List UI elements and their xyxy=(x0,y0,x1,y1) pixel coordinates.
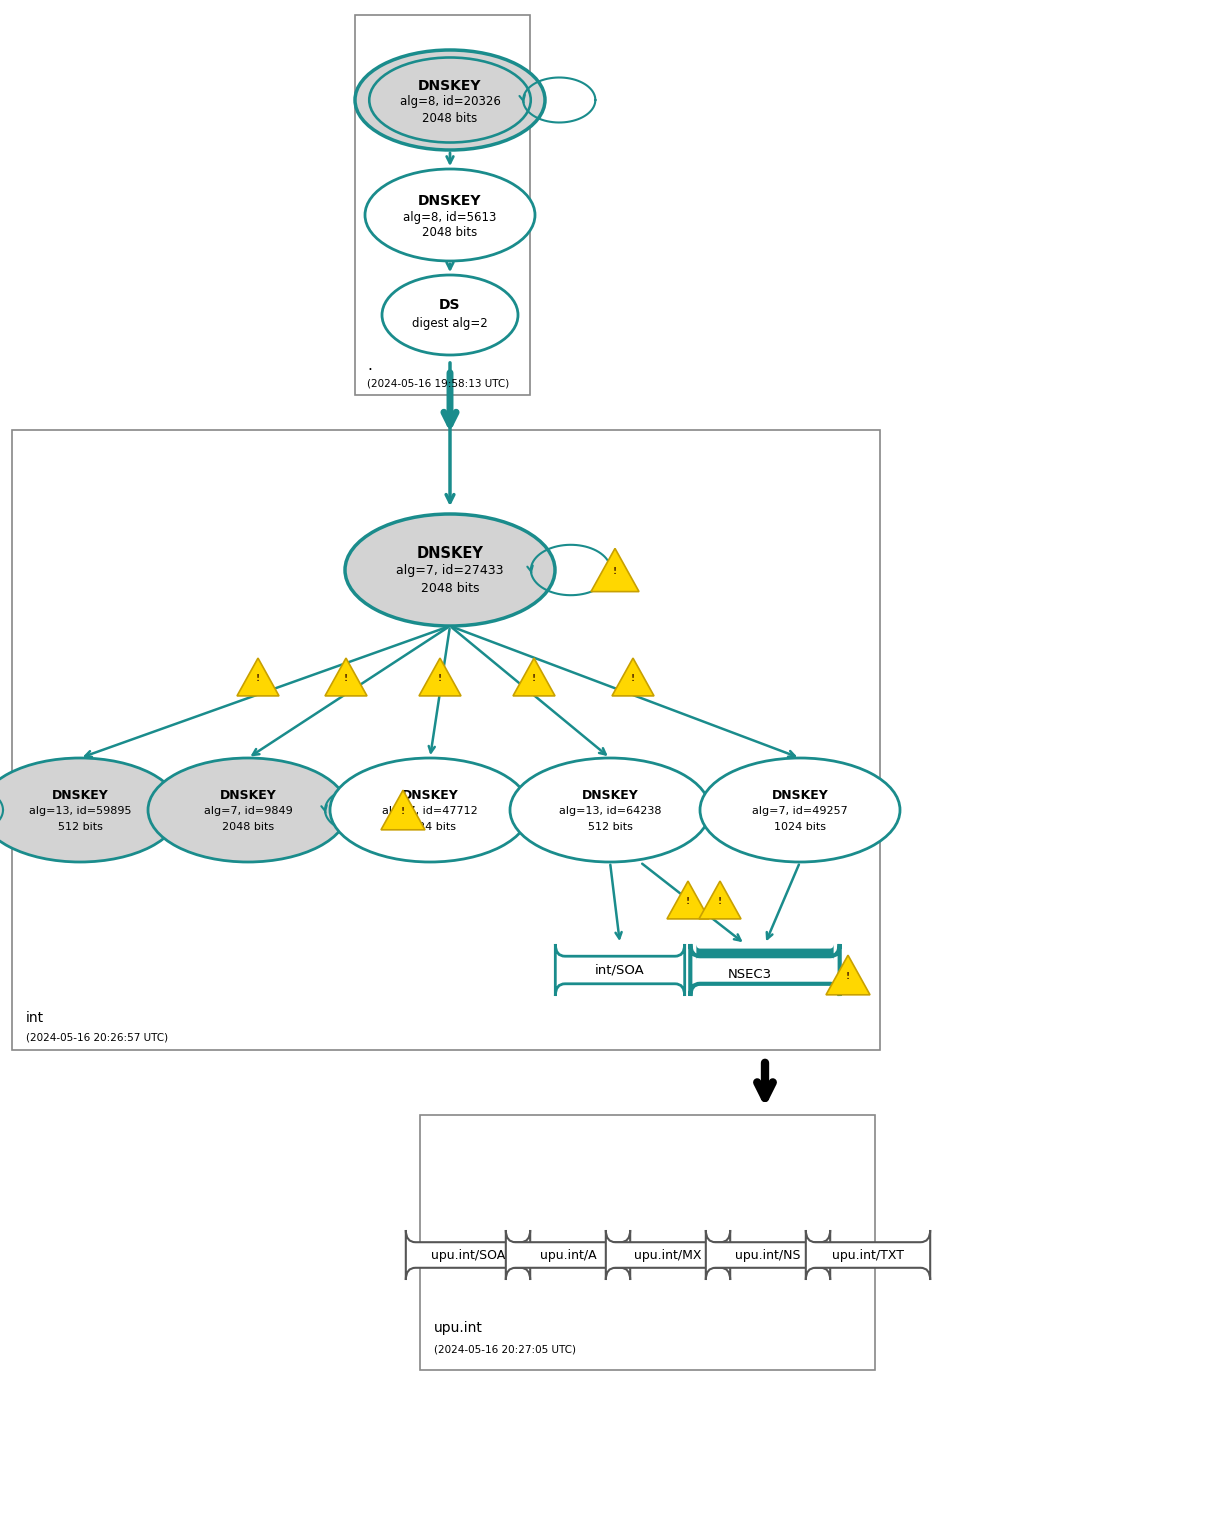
Text: upu.int/A: upu.int/A xyxy=(540,1248,596,1262)
Text: alg=8, id=5613: alg=8, id=5613 xyxy=(403,211,497,223)
Text: (2024-05-16 19:58:13 UTC): (2024-05-16 19:58:13 UTC) xyxy=(367,378,510,388)
Bar xyxy=(420,1116,876,1370)
Text: upu.int/NS: upu.int/NS xyxy=(735,1248,800,1262)
Polygon shape xyxy=(325,658,367,696)
Text: alg=13, id=59895: alg=13, id=59895 xyxy=(29,806,131,816)
Text: NSEC3: NSEC3 xyxy=(728,969,773,981)
Text: 1024 bits: 1024 bits xyxy=(404,823,457,832)
Ellipse shape xyxy=(148,758,348,862)
Ellipse shape xyxy=(0,758,180,862)
Text: 2048 bits: 2048 bits xyxy=(423,226,477,240)
Ellipse shape xyxy=(510,758,710,862)
Text: (2024-05-16 20:27:05 UTC): (2024-05-16 20:27:05 UTC) xyxy=(434,1344,576,1355)
Text: int: int xyxy=(25,1012,44,1025)
Text: DNSKEY: DNSKEY xyxy=(52,789,108,801)
Polygon shape xyxy=(237,658,279,696)
Text: digest alg=2: digest alg=2 xyxy=(412,316,488,330)
Text: DS: DS xyxy=(440,298,460,311)
Text: upu.int/SOA: upu.int/SOA xyxy=(431,1248,505,1262)
Text: alg=7, id=47712: alg=7, id=47712 xyxy=(383,806,478,816)
FancyBboxPatch shape xyxy=(606,1230,730,1280)
Text: DNSKEY: DNSKEY xyxy=(219,789,276,801)
Text: !: ! xyxy=(438,674,442,682)
Polygon shape xyxy=(667,881,708,919)
Bar xyxy=(12,430,880,1050)
FancyBboxPatch shape xyxy=(506,1230,630,1280)
Text: upu.int: upu.int xyxy=(434,1322,483,1335)
Text: upu.int/TXT: upu.int/TXT xyxy=(832,1248,903,1262)
Text: 2048 bits: 2048 bits xyxy=(222,823,274,832)
Text: DNSKEY: DNSKEY xyxy=(418,194,482,208)
Text: 2048 bits: 2048 bits xyxy=(423,111,477,125)
FancyBboxPatch shape xyxy=(690,945,839,996)
Ellipse shape xyxy=(365,169,535,261)
Text: 512 bits: 512 bits xyxy=(58,823,103,832)
Text: alg=13, id=64238: alg=13, id=64238 xyxy=(558,806,661,816)
FancyBboxPatch shape xyxy=(406,1230,530,1280)
Text: !: ! xyxy=(613,568,618,575)
Text: !: ! xyxy=(532,674,536,682)
Polygon shape xyxy=(612,658,654,696)
Text: alg=8, id=20326: alg=8, id=20326 xyxy=(400,96,500,108)
Text: alg=7, id=49257: alg=7, id=49257 xyxy=(752,806,848,816)
Ellipse shape xyxy=(381,275,518,356)
FancyBboxPatch shape xyxy=(805,1230,930,1280)
Ellipse shape xyxy=(355,50,545,150)
Polygon shape xyxy=(419,658,461,696)
Polygon shape xyxy=(826,955,869,995)
Text: alg=7, id=27433: alg=7, id=27433 xyxy=(396,565,504,577)
Text: !: ! xyxy=(846,972,850,981)
FancyBboxPatch shape xyxy=(706,1230,831,1280)
Text: 1024 bits: 1024 bits xyxy=(774,823,826,832)
Text: 2048 bits: 2048 bits xyxy=(420,581,480,595)
Text: 512 bits: 512 bits xyxy=(587,823,632,832)
Text: !: ! xyxy=(344,674,348,682)
Ellipse shape xyxy=(700,758,900,862)
Polygon shape xyxy=(513,658,555,696)
Text: int/SOA: int/SOA xyxy=(595,963,645,977)
Text: !: ! xyxy=(401,807,404,816)
Polygon shape xyxy=(381,790,425,830)
Bar xyxy=(355,15,530,395)
Ellipse shape xyxy=(331,758,530,862)
Text: !: ! xyxy=(631,674,635,682)
Text: DNSKEY: DNSKEY xyxy=(581,789,638,801)
Text: DNSKEY: DNSKEY xyxy=(417,546,483,562)
Text: DNSKEY: DNSKEY xyxy=(418,79,482,93)
Polygon shape xyxy=(699,881,741,919)
FancyBboxPatch shape xyxy=(696,945,833,960)
Ellipse shape xyxy=(345,514,555,626)
FancyBboxPatch shape xyxy=(556,945,684,996)
Text: DNSKEY: DNSKEY xyxy=(402,789,459,801)
Text: !: ! xyxy=(718,897,722,906)
Text: upu.int/MX: upu.int/MX xyxy=(635,1248,701,1262)
Text: alg=7, id=9849: alg=7, id=9849 xyxy=(203,806,292,816)
Text: !: ! xyxy=(685,897,690,906)
Text: DNSKEY: DNSKEY xyxy=(771,789,828,801)
Text: (2024-05-16 20:26:57 UTC): (2024-05-16 20:26:57 UTC) xyxy=(25,1033,168,1042)
Text: !: ! xyxy=(256,674,260,682)
Polygon shape xyxy=(591,548,639,592)
Text: .: . xyxy=(367,357,372,372)
